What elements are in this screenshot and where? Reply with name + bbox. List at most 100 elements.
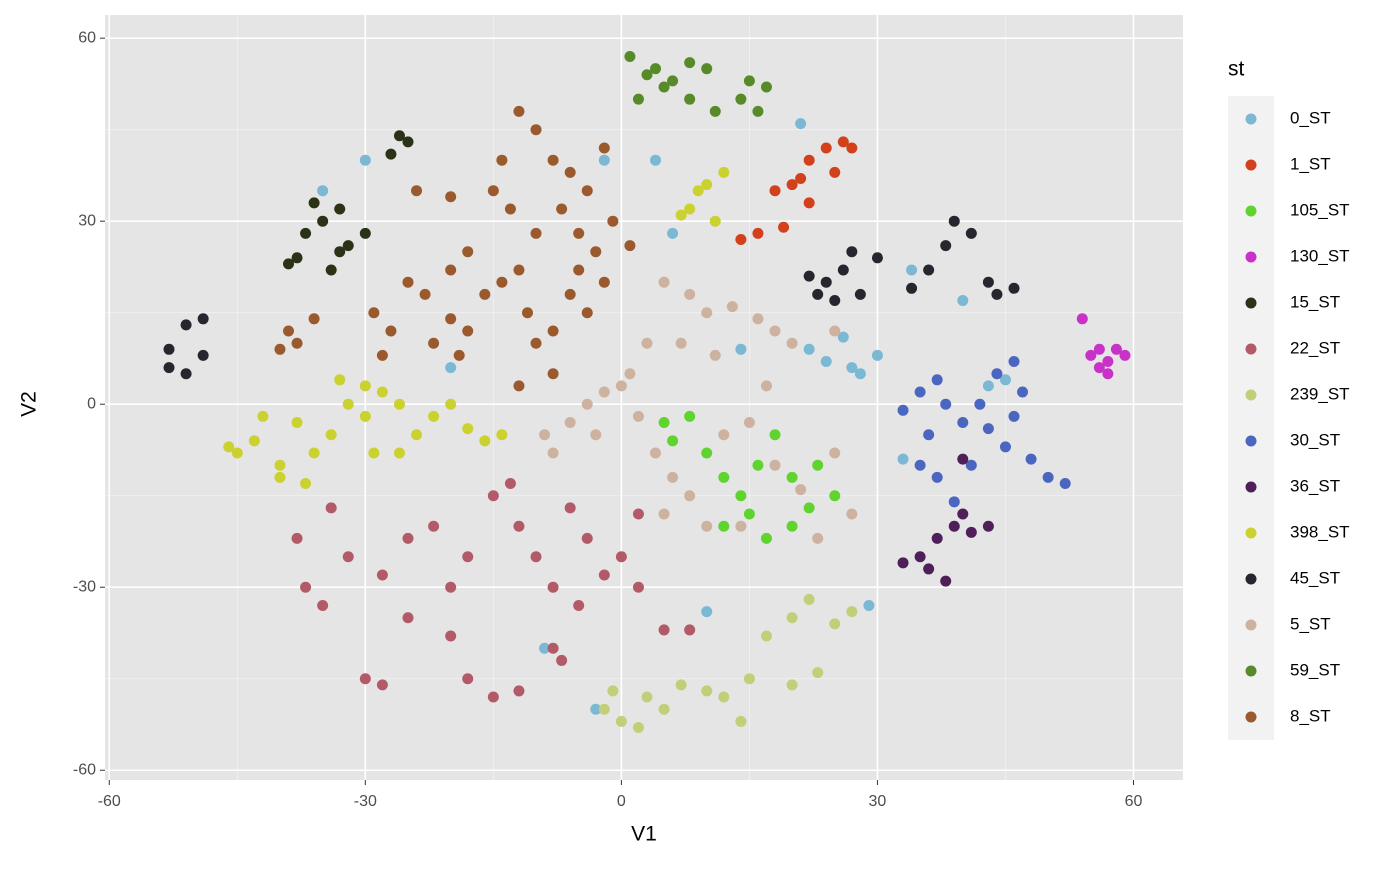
point <box>1076 313 1088 325</box>
point <box>342 398 354 410</box>
point <box>709 349 721 361</box>
point <box>274 459 286 471</box>
point <box>598 703 610 715</box>
point <box>982 380 994 392</box>
point <box>300 478 312 490</box>
point <box>598 142 610 154</box>
point <box>701 685 713 697</box>
x-tick-label: 60 <box>1125 793 1143 810</box>
legend-label: 45_ST <box>1290 568 1340 587</box>
point <box>1110 343 1122 355</box>
point <box>308 447 320 459</box>
point <box>496 154 508 166</box>
point <box>359 227 371 239</box>
point <box>829 618 841 630</box>
point <box>479 288 491 300</box>
point <box>428 337 440 349</box>
point <box>769 459 781 471</box>
point <box>709 105 721 117</box>
point <box>334 246 346 258</box>
legend-label: 1_ST <box>1290 154 1331 173</box>
point <box>1102 356 1114 368</box>
point <box>598 569 610 581</box>
point <box>547 581 559 593</box>
point <box>547 447 559 459</box>
point <box>487 490 499 502</box>
point <box>445 362 457 374</box>
legend-label: 15_ST <box>1290 292 1340 311</box>
point <box>667 227 679 239</box>
point <box>223 441 235 453</box>
point <box>837 264 849 276</box>
point <box>769 185 781 197</box>
legend-key <box>1245 251 1257 263</box>
grid <box>105 15 1183 780</box>
point <box>837 136 849 148</box>
point <box>812 532 824 544</box>
legend-label: 8_ST <box>1290 706 1331 725</box>
point <box>829 295 841 307</box>
point <box>965 227 977 239</box>
point <box>504 203 516 215</box>
point <box>999 441 1011 453</box>
point <box>658 81 670 93</box>
point <box>257 410 269 422</box>
point <box>445 630 457 642</box>
point <box>948 496 960 508</box>
point <box>231 447 243 459</box>
point <box>462 551 474 563</box>
point <box>658 508 670 520</box>
point <box>556 654 568 666</box>
point <box>965 526 977 538</box>
point <box>803 270 815 282</box>
point <box>393 447 405 459</box>
point <box>769 429 781 441</box>
point <box>863 600 875 612</box>
point <box>837 331 849 343</box>
point <box>573 227 585 239</box>
point <box>530 551 542 563</box>
point <box>982 423 994 435</box>
point <box>385 148 397 160</box>
point <box>1085 349 1097 361</box>
y-tick-label: -30 <box>73 578 96 595</box>
point <box>590 246 602 258</box>
point <box>581 532 593 544</box>
legend-label: 0_ST <box>1290 108 1331 127</box>
point <box>598 276 610 288</box>
point <box>829 325 841 337</box>
point <box>197 349 209 361</box>
point <box>632 722 644 734</box>
point <box>581 398 593 410</box>
point <box>752 313 764 325</box>
point <box>1042 471 1054 483</box>
point <box>445 313 457 325</box>
legend-label: 239_ST <box>1290 384 1350 403</box>
point <box>581 185 593 197</box>
point <box>650 154 662 166</box>
point <box>812 667 824 679</box>
x-tick-label: -60 <box>98 793 121 810</box>
point <box>982 520 994 532</box>
point <box>1119 349 1131 361</box>
point <box>914 459 926 471</box>
point <box>684 490 696 502</box>
point <box>743 75 755 87</box>
point <box>786 337 798 349</box>
legend-key <box>1245 527 1257 539</box>
point <box>658 624 670 636</box>
point <box>624 240 636 252</box>
point <box>795 118 807 130</box>
point <box>163 343 175 355</box>
point <box>1008 282 1020 294</box>
point <box>914 386 926 398</box>
point <box>803 343 815 355</box>
point <box>1025 453 1037 465</box>
point <box>718 691 730 703</box>
point <box>923 429 935 441</box>
point <box>999 374 1011 386</box>
point <box>521 307 533 319</box>
point <box>658 703 670 715</box>
point <box>359 380 371 392</box>
point <box>274 343 286 355</box>
